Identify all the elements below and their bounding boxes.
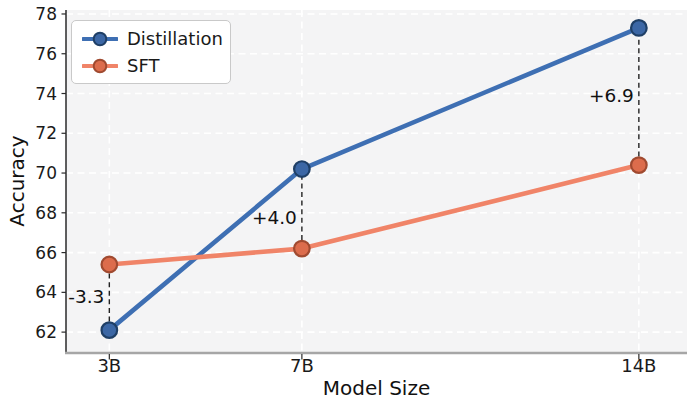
data-point-distillation — [631, 20, 647, 36]
sft-line-marker-icon — [82, 58, 118, 74]
legend-item-distillation: Distillation — [82, 29, 224, 48]
y-tick-label: 66 — [35, 243, 57, 263]
data-point-sft — [294, 241, 310, 257]
data-point-sft — [631, 157, 647, 173]
y-tick-label: 74 — [35, 84, 57, 104]
legend-label-distillation: Distillation — [127, 30, 223, 48]
legend: Distillation SFT — [71, 20, 231, 84]
distillation-line-marker-icon — [82, 31, 118, 47]
legend-item-sft: SFT — [82, 56, 224, 75]
gap-annotation: +4.0 — [252, 207, 297, 228]
data-point-distillation — [294, 161, 310, 177]
y-tick-label: 64 — [35, 282, 57, 302]
x-tick-label: 3B — [97, 355, 121, 376]
gap-annotation: +6.9 — [589, 85, 634, 106]
data-point-sft — [102, 257, 118, 273]
y-tick-label: 70 — [35, 163, 57, 183]
y-axis-label: Accuracy — [5, 135, 29, 226]
legend-label-sft: SFT — [127, 57, 159, 75]
x-tick-label: 14B — [621, 355, 656, 376]
y-tick-label: 76 — [35, 44, 57, 64]
x-tick-label: 7B — [290, 355, 314, 376]
data-point-distillation — [102, 322, 118, 338]
y-tick-label: 72 — [35, 123, 57, 143]
chart: -3.3 +4.0 +6.9 62 64 66 68 70 72 74 76 78 3B 7B 14B Ac… — [0, 0, 695, 407]
y-tick-label: 78 — [35, 4, 57, 24]
y-tick-label: 68 — [35, 203, 57, 223]
gap-annotation: -3.3 — [68, 286, 104, 307]
x-axis-label: Model Size — [66, 376, 687, 400]
y-tick-label: 62 — [35, 322, 57, 342]
